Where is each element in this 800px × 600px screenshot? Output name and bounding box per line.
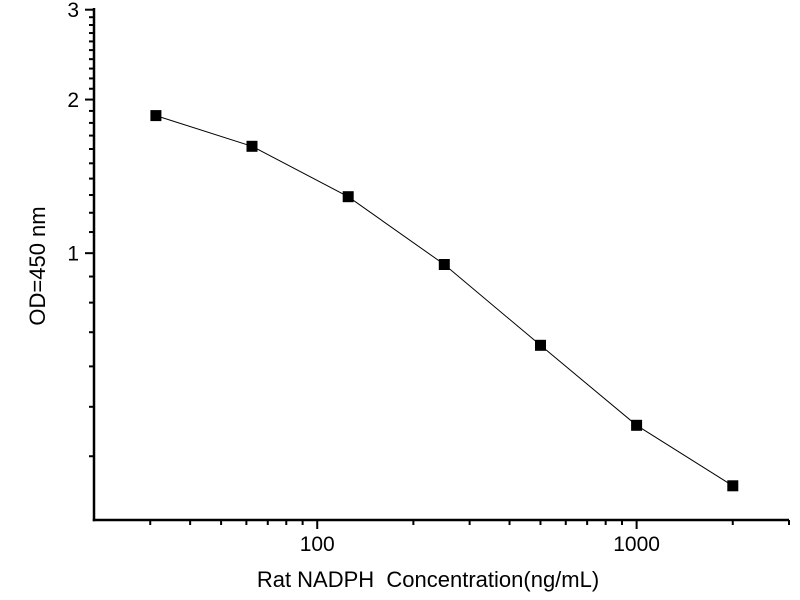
- data-point-marker: [438, 259, 450, 270]
- y-axis-title: OD=450 nm: [25, 206, 50, 326]
- y-axis-tick-label: 1: [67, 243, 79, 266]
- x-axis-tick-label: 100: [300, 533, 335, 556]
- series-line: [155, 115, 734, 487]
- y-axis-tick-label: 2: [67, 89, 79, 112]
- y-axis-tick-label: 3: [67, 0, 79, 22]
- data-point-marker: [246, 140, 258, 152]
- data-point-marker: [631, 419, 643, 431]
- x-axis-title: Rat NADPH Concentration(ng/mL): [256, 567, 600, 592]
- x-axis-tick-label: 1000: [613, 533, 660, 556]
- data-point-marker: [727, 480, 739, 492]
- data-point-marker: [342, 191, 354, 203]
- data-point-marker: [535, 339, 546, 351]
- data-point-marker: [150, 110, 162, 122]
